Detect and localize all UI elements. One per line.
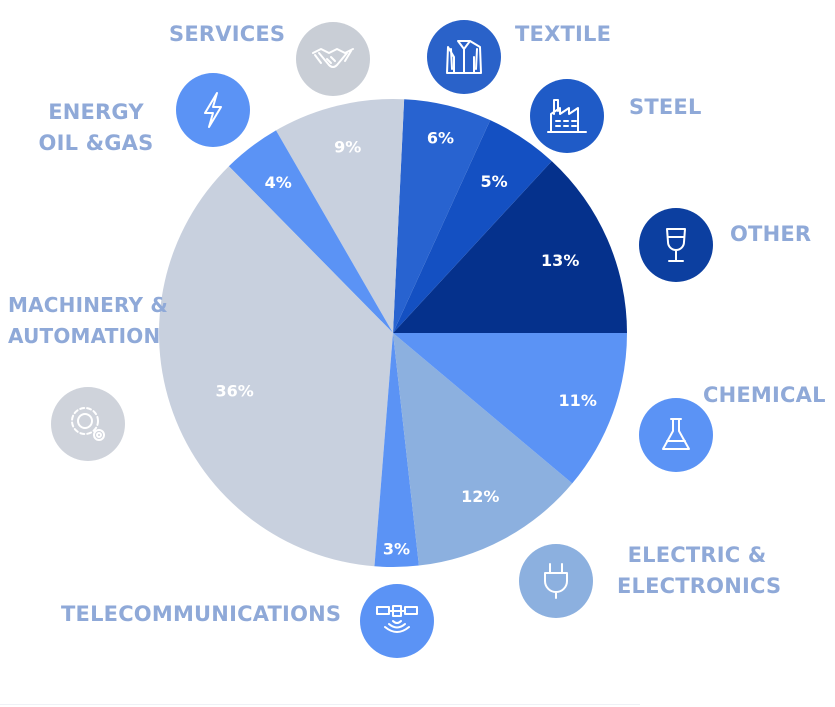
slice-value-label-8: 11% — [559, 391, 597, 410]
slice-value-label-4: 4% — [265, 173, 292, 192]
wine-glass-icon — [639, 208, 713, 282]
pie-slice-7 — [393, 333, 573, 566]
pie-slice-6 — [374, 333, 419, 568]
slice-value-label-2: 6% — [427, 128, 454, 147]
divider — [0, 704, 640, 705]
pie-slice-5 — [158, 166, 393, 567]
satellite-icon — [360, 584, 434, 658]
pie-slice-0 — [393, 161, 627, 333]
slice-value-label-3: 9% — [334, 138, 361, 157]
slice-value-label-5: 36% — [216, 382, 254, 401]
label-telecommunications: TELECOMMUNICATIONS — [61, 602, 342, 626]
pie-slice-4 — [228, 130, 393, 333]
label-services: SERVICES — [169, 22, 286, 46]
slice-value-label-1: 5% — [481, 172, 508, 191]
factory-icon — [530, 79, 604, 153]
pie-slice-1 — [393, 120, 552, 333]
pie-slice-8 — [393, 333, 627, 484]
plug-icon — [519, 544, 593, 618]
label-chemical: CHEMICAL — [703, 383, 826, 407]
pie-slices — [158, 99, 627, 568]
handshake-icon — [296, 22, 370, 96]
label-other: OTHER — [730, 222, 812, 246]
slice-value-label-0: 13% — [541, 251, 579, 270]
label-textile: TEXTILE — [515, 22, 612, 46]
pie-slice-3 — [276, 99, 405, 333]
category-icons — [51, 20, 713, 658]
jacket-icon — [427, 20, 501, 94]
pie-slice-2 — [393, 99, 491, 333]
flask-icon — [639, 398, 713, 472]
gears-icon — [51, 387, 125, 461]
lightning-icon — [176, 73, 250, 147]
slice-value-label-6: 3% — [383, 539, 410, 558]
label-electric: ELECTRIC & ELECTRONICS — [617, 543, 782, 598]
label-energy: ENERGY OIL &GAS — [38, 100, 154, 155]
label-machinery: MACHINERY & AUTOMATION — [8, 293, 169, 348]
slice-value-label-7: 12% — [461, 487, 499, 506]
pie-value-labels: 13% 5% 6% 9% 4% 36% 3% 12% 11% — [216, 128, 597, 558]
label-steel: STEEL — [629, 95, 702, 119]
